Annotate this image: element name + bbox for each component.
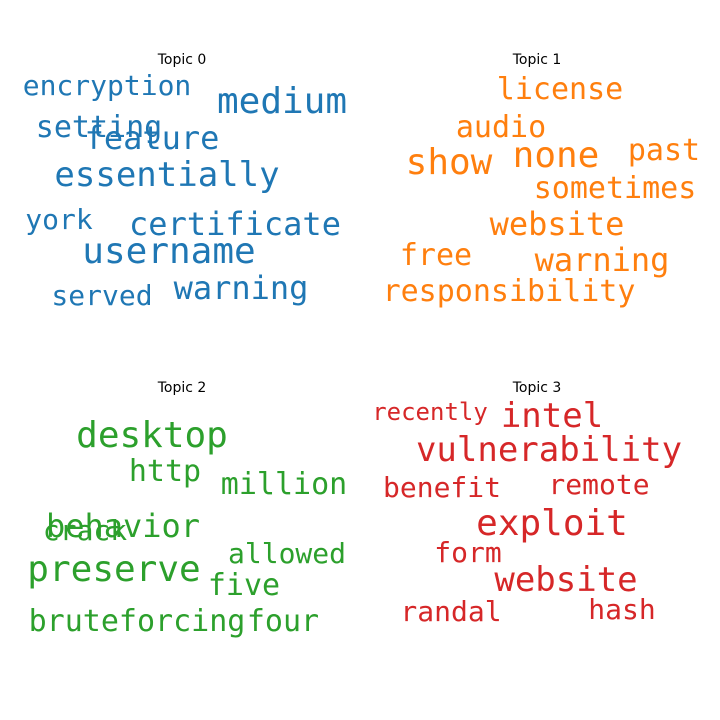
topic-2-panel: Topic 2 desktop http million behavior crack a… [12,378,352,678]
topic-0-title: Topic 0 [157,52,207,68]
topic-2-word-2: million [220,467,348,502]
topic-2-word-6: preserve [27,549,201,590]
topic-1-word-8: warning [534,241,670,279]
topic-0-word-9: warning [173,269,309,307]
topic-1-word-4: past [627,133,701,168]
topic-3-panel: Topic 3 recently intel vulnerability benefi… [367,378,707,678]
topic-1-word-0: license [496,72,624,107]
topic-1-panel: Topic 1 license audio show none past sometime… [367,50,707,350]
topic-2-word-0: desktop [76,415,228,456]
topic-3-word-0: recently [372,398,488,426]
topic-0-word-3: feature [84,119,220,157]
topic-1-title: Topic 1 [512,52,562,68]
topic-3-word-7: website [494,560,638,600]
topic-3-word-5: exploit [476,503,628,544]
topic-0-word-1: medium [216,81,348,122]
topic-1-word-1: audio [455,110,547,145]
topic-3-word-8: randal [400,595,502,628]
topic-2-word-5: allowed [227,537,347,570]
topic-2-word-4: crack [42,514,128,547]
topic-0-panel: Topic 0 encryption medium setting feature es… [12,50,352,350]
topic-1-word-7: free [399,238,473,273]
topic-3-word-3: benefit [382,471,502,504]
topic-2-word-3: behavior [45,507,201,545]
topic-1-word-3: none [512,135,600,176]
topic-0-word-5: york [25,203,93,236]
topic-3-word-9: hash [588,593,656,626]
topic-0-word-2: setting [35,110,163,145]
topic-1-word-6: website [489,205,625,243]
topic-2-word-8: bruteforcing [28,604,246,639]
topic-0-word-8: served [51,279,153,312]
topic-3-word-4: remote [548,468,650,501]
topic-2-word-9: four [246,604,320,639]
topic-2-word-7: five [207,568,281,603]
topic-0-word-0: encryption [22,69,192,102]
topic-2-title: Topic 2 [157,380,207,396]
topic-2-word-1: http [128,454,202,489]
topic-3-word-1: intel [500,396,604,436]
topic-1-word-5: sometimes [533,171,697,206]
topic-0-word-7: username [82,231,256,272]
topic-1-word-2: show [405,142,493,183]
topic-3-title: Topic 3 [512,380,562,396]
topic-0-word-4: essentially [54,155,280,195]
topic-0-word-6: certificate [129,205,341,243]
topic-3-word-6: form [434,536,502,569]
topic-1-word-9: responsibility [382,274,636,309]
topic-3-word-2: vulnerability [415,430,683,470]
